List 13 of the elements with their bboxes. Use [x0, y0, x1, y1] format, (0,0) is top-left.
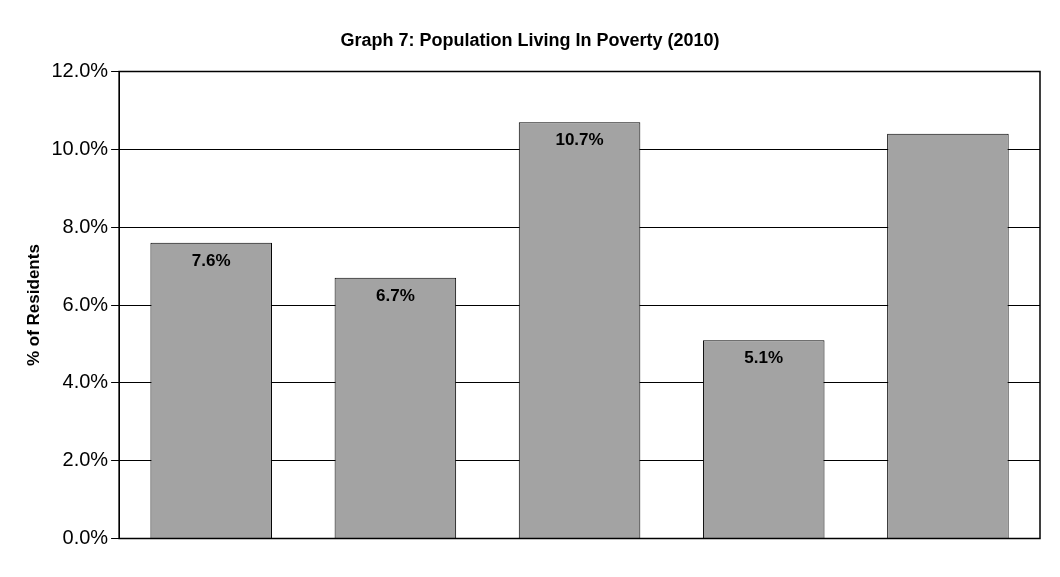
y-tick-label: 2.0%: [62, 448, 109, 471]
y-tick-label: 8.0%: [62, 214, 109, 237]
data-label: 10.7%: [555, 130, 604, 150]
data-label: 7.6%: [191, 251, 231, 271]
y-tick-label: 0.0%: [62, 526, 109, 549]
y-axis-title: % of Residents: [23, 244, 43, 367]
y-tick-label: 10.0%: [51, 136, 109, 159]
chart-title: Graph 7: Population Living In Poverty (2010): [340, 29, 720, 50]
y-tick-label: 12.0%: [51, 59, 109, 82]
data-label: 6.7%: [376, 286, 415, 306]
y-tick-label: 6.0%: [62, 292, 109, 315]
y-tick-label: 4.0%: [62, 370, 109, 393]
data-label: 5.1%: [744, 348, 784, 368]
